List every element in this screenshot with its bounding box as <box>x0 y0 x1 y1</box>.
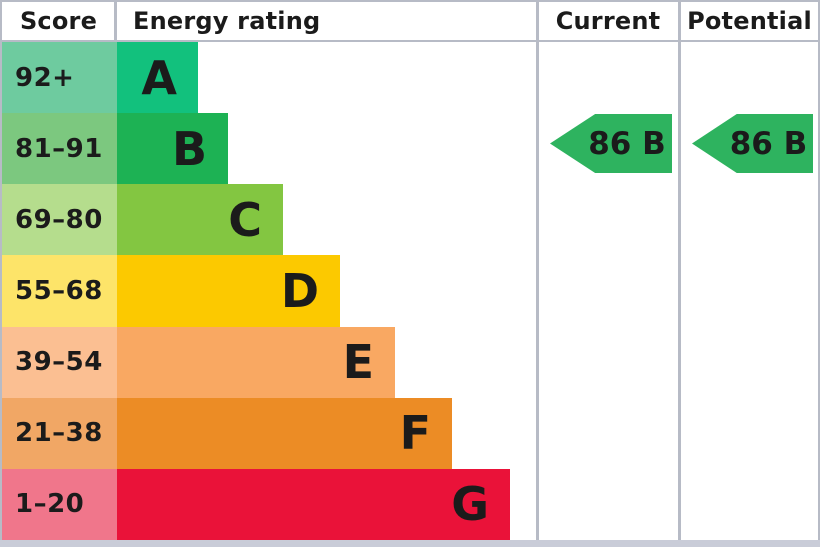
rating-bar-g: G <box>117 468 510 540</box>
border-top <box>0 0 820 2</box>
score-cell-f: 21–38 <box>2 397 117 469</box>
rating-bar-c: C <box>117 184 283 256</box>
rating-letter-f: F <box>399 406 431 461</box>
rating-row-c: 69–80 C <box>2 184 818 256</box>
rating-letter-g: G <box>451 477 489 532</box>
rating-bar-e: E <box>117 326 395 398</box>
header-current: Current <box>555 7 661 35</box>
rating-bar-d: D <box>117 255 340 327</box>
divider-score-energy <box>114 2 117 40</box>
rating-row-f: 21–38 F <box>2 397 818 469</box>
rating-bar-f: F <box>117 397 452 469</box>
score-cell-c: 69–80 <box>2 184 117 256</box>
score-cell-b: 81–91 <box>2 113 117 185</box>
header-potential: Potential <box>687 7 812 35</box>
rating-row-g: 1–20 G <box>2 468 818 540</box>
rating-rows: 92+ A 81–91 B 69–80 C 55–68 D 39–54 <box>2 42 818 540</box>
score-cell-e: 39–54 <box>2 326 117 398</box>
rating-letter-d: D <box>280 263 319 318</box>
rating-letter-a: A <box>141 50 177 105</box>
rating-letter-b: B <box>171 121 207 176</box>
border-bottom <box>0 540 820 547</box>
header-energy-rating: Energy rating <box>133 7 321 35</box>
score-cell-g: 1–20 <box>2 468 117 540</box>
score-cell-a: 92+ <box>2 42 117 114</box>
rating-letter-c: C <box>228 192 262 247</box>
divider-current-potential <box>678 2 681 540</box>
rating-row-d: 55–68 D <box>2 255 818 327</box>
header-score: Score <box>19 7 98 35</box>
rating-row-b: 81–91 B <box>2 113 818 185</box>
border-left <box>0 0 2 540</box>
divider-energy-current <box>536 2 539 540</box>
rating-row-e: 39–54 E <box>2 326 818 398</box>
score-cell-d: 55–68 <box>2 255 117 327</box>
header-underline <box>2 40 818 42</box>
border-right <box>818 0 820 540</box>
rating-bar-a: A <box>117 42 198 114</box>
rating-row-a: 92+ A <box>2 42 818 114</box>
rating-bar-b: B <box>117 113 228 185</box>
rating-letter-e: E <box>342 335 374 390</box>
